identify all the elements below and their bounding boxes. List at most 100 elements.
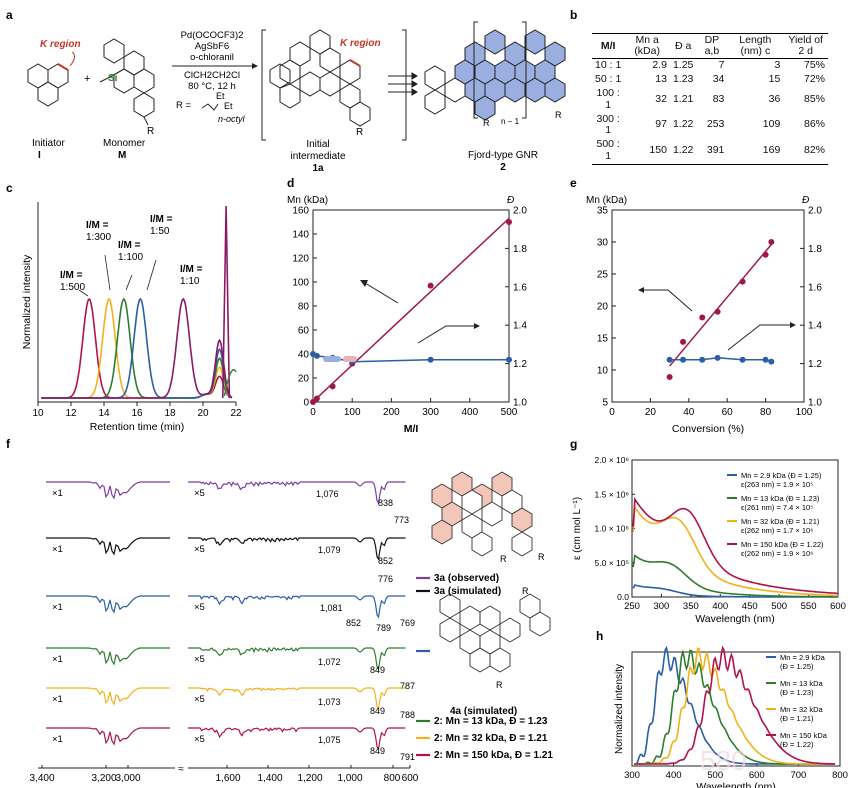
intermediate-id: 1a — [312, 163, 324, 174]
trace-label-value: 1:10 — [180, 276, 200, 287]
emission-trace-4 — [634, 645, 835, 765]
legend-label: Mn = 150 kDa — [780, 731, 828, 740]
peak-label: 788 — [400, 710, 415, 720]
x-tick-label: 500 — [771, 601, 787, 612]
spectrum-left-1 — [46, 481, 170, 500]
table-cell: 32 — [655, 92, 667, 105]
structure-4a — [439, 593, 551, 673]
x-tick-label: 1,000 — [337, 773, 362, 784]
y2-tick-label: 1.4 — [808, 321, 822, 332]
panel-label-f: f — [6, 437, 11, 451]
plot-frame — [631, 651, 841, 767]
structure-3a-r1: R — [500, 554, 507, 564]
x-tick-label: 200 — [383, 407, 400, 418]
mn-point — [506, 219, 512, 225]
mn-point — [666, 374, 673, 381]
arrow-to-mn-axis — [644, 289, 693, 312]
monomer-id: M — [118, 150, 126, 161]
y2-tick-label: 1.6 — [808, 282, 822, 293]
mn-fit-line — [669, 244, 772, 367]
gnr-name: Fjord-type GNR — [468, 150, 538, 161]
gnr-r-group-2: R — [555, 110, 562, 120]
x-tick-label: 300 — [653, 601, 669, 612]
condition-2: AgSbF6 — [195, 41, 229, 52]
y-tick-label: 5 — [602, 398, 608, 409]
x-tick-label: 700 — [790, 770, 806, 781]
y-tick-label: 120 — [292, 254, 309, 265]
peak-label: 791 — [400, 752, 415, 762]
x-tick-label: 0 — [609, 407, 615, 418]
legend-label: Mn = 13 kDa — [780, 679, 824, 688]
x-tick-label: 40 — [683, 407, 695, 418]
intermediate-name-1: Initial — [306, 139, 329, 150]
legend-label: 3a (simulated) — [434, 586, 501, 597]
x-tick-label: 14 — [98, 408, 110, 419]
scale-left-label: ×1 — [52, 544, 63, 555]
panel-label-e: e — [570, 176, 577, 190]
th-yield: Yield of 2 d — [788, 34, 823, 57]
table-row: 50 : 1 13 1.23 34 15 72% — [592, 73, 828, 87]
peak-label: 1,073 — [318, 697, 341, 707]
table-cell: 10 : 1 — [595, 59, 622, 72]
table-cell: 7 — [718, 59, 725, 72]
th-mi: M/I — [600, 39, 616, 52]
y-axis-label: Normalized intensity — [21, 254, 33, 349]
x-tick-label: 3,200 — [91, 773, 116, 784]
spectrum-right-3 — [188, 595, 406, 619]
x-tick-label: 12 — [65, 408, 77, 419]
dispersity-point — [739, 356, 746, 363]
legend-label-4a: 4a (simulated) — [450, 706, 517, 717]
gnr-id: 2 — [500, 162, 506, 173]
chart-g: 250 300 350 400 450 500 550 600 0.0 5.0 × 10⁵ 1.0 … — [572, 455, 846, 625]
y-tick-label: 5.0 × 10⁵ — [595, 558, 629, 568]
mn-point — [739, 278, 746, 285]
trace-label: I/M = — [60, 270, 83, 281]
r-ethyl-2: Et — [224, 101, 233, 111]
mn-point — [762, 251, 769, 258]
initiator-name: Initiator — [32, 138, 65, 149]
x-tick-label: 600 — [830, 601, 846, 612]
condition-3: o-chloranil — [190, 52, 234, 63]
table-cell: 15 — [768, 73, 781, 86]
spectrum-right-2 — [188, 537, 406, 561]
peak-label: 1,081 — [320, 603, 343, 613]
trace-label-value: 1:500 — [60, 282, 85, 293]
tail-trace — [223, 369, 237, 397]
dispersity-point — [313, 352, 320, 359]
y-axis-label: Mn (kDa) — [586, 195, 627, 206]
table-cell: 391 — [706, 144, 725, 157]
x-tick-label: 400 — [712, 601, 728, 612]
dispersity-line — [312, 353, 509, 363]
scale-right-label: ×5 — [194, 694, 205, 705]
spectrum-right-1 — [188, 481, 406, 505]
x-tick-label: 100 — [796, 407, 813, 418]
gnr-structure — [424, 21, 566, 121]
mn-point — [699, 314, 706, 321]
dispersity-point — [506, 356, 512, 363]
x-tick-label: 3,400 — [29, 773, 54, 784]
arrow-head — [790, 322, 796, 328]
initiator-structure — [27, 63, 69, 107]
table-cell: 300 : 1 — [596, 112, 620, 137]
table-cell: 169 — [762, 144, 781, 157]
y-tick-label: 35 — [597, 206, 609, 217]
th-mn: Mn a (kDa) — [634, 34, 660, 57]
gnr-n-subscript: n − 1 — [501, 117, 520, 126]
panel-label-d: d — [287, 176, 294, 190]
k-region-label: K region — [40, 39, 81, 50]
legend-label: Mn = 13 kDa (Đ = 1.23) — [741, 494, 820, 503]
table-cell: 1.25 — [672, 59, 694, 72]
table-cell: 75% — [803, 59, 825, 72]
table-cell: 36 — [768, 92, 781, 105]
scale-left-label: ×1 — [52, 488, 63, 499]
arrow-head — [474, 323, 480, 329]
y2-tick-label: 1.8 — [513, 244, 527, 255]
mn-point — [768, 239, 775, 245]
y-tick-label: 0.0 — [617, 592, 629, 602]
x-tick-label: 800 — [832, 770, 848, 781]
y2-tick-label: 1.4 — [513, 321, 527, 332]
k-region-arrow — [69, 51, 76, 67]
y-tick-label: 60 — [298, 326, 310, 337]
spectrum-left-4 — [46, 647, 170, 666]
